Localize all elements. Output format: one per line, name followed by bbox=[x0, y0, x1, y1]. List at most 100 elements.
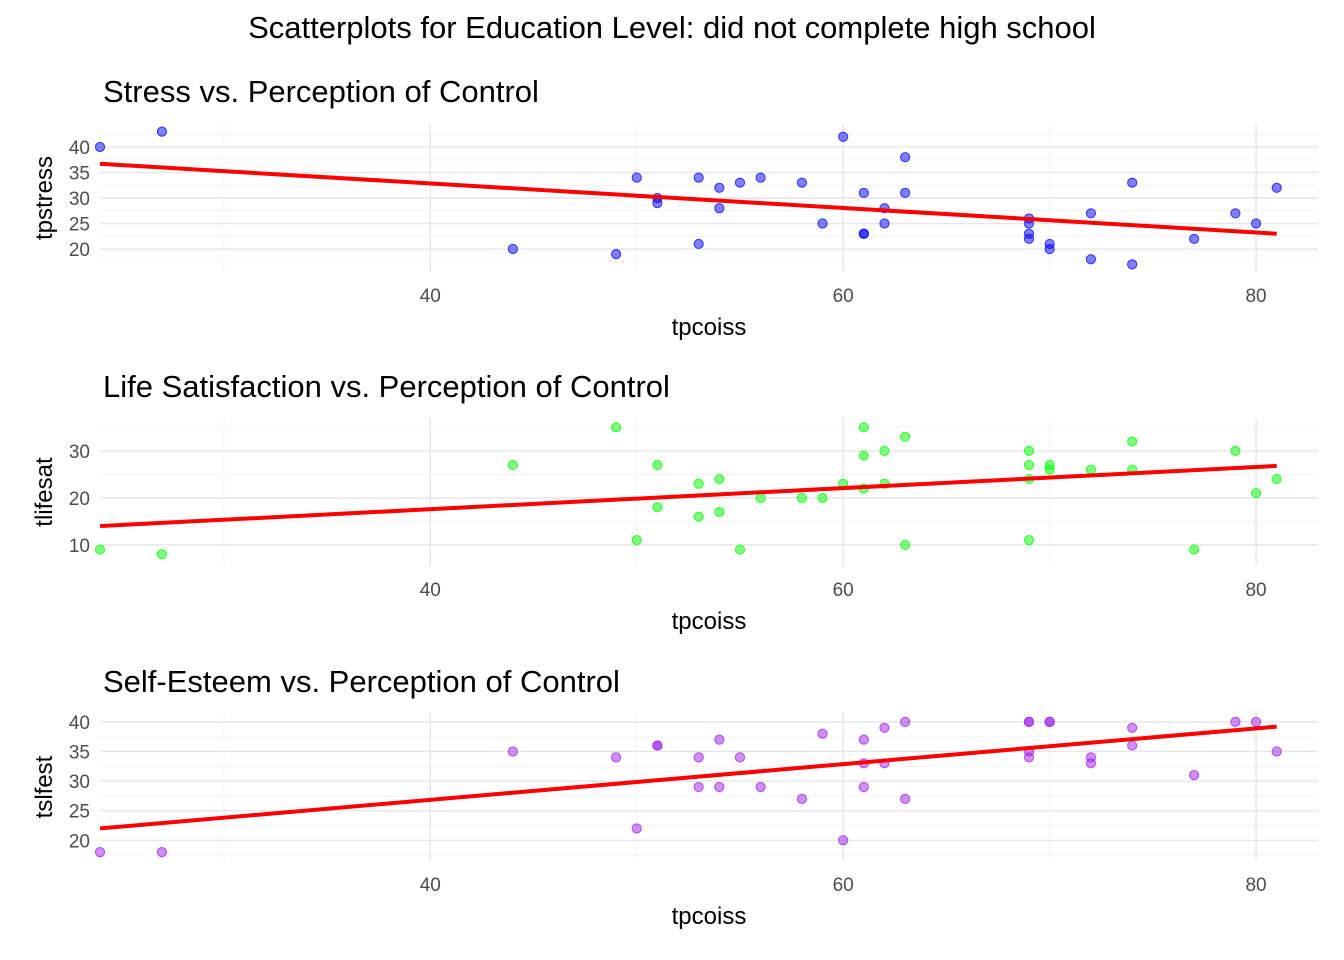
x-axis-label: tpcoiss bbox=[672, 314, 747, 341]
data-point bbox=[734, 177, 746, 188]
figure-title: Scatterplots for Education Level: did no… bbox=[248, 10, 1096, 45]
y-tick-label: 40 bbox=[69, 138, 90, 159]
data-point bbox=[1127, 740, 1138, 751]
data-point bbox=[1023, 716, 1035, 727]
data-point bbox=[631, 823, 642, 834]
x-tick-label: 80 bbox=[1245, 286, 1266, 307]
x-tick-label: 60 bbox=[833, 286, 854, 307]
data-point bbox=[1127, 259, 1138, 270]
panel-2: Life Satisfaction vs. Perception of Cont… bbox=[31, 369, 1318, 635]
data-point bbox=[734, 752, 746, 763]
data-point bbox=[817, 492, 828, 503]
data-point bbox=[1250, 716, 1262, 727]
data-point bbox=[817, 728, 828, 739]
y-axis-label: tlifesat bbox=[31, 457, 58, 527]
y-tick-label: 10 bbox=[69, 536, 90, 557]
data-point bbox=[693, 781, 704, 793]
data-point bbox=[714, 203, 725, 214]
data-point bbox=[755, 781, 766, 793]
data-point bbox=[858, 422, 869, 433]
data-point bbox=[858, 228, 869, 239]
y-tick-label: 35 bbox=[69, 742, 90, 763]
data-point bbox=[1044, 716, 1055, 727]
data-point bbox=[156, 126, 168, 137]
data-point bbox=[611, 752, 622, 763]
y-tick-label: 20 bbox=[69, 489, 90, 510]
y-axis-label: tpstress bbox=[31, 156, 58, 240]
data-point bbox=[652, 502, 663, 513]
data-point bbox=[1085, 758, 1097, 769]
panel-title: Life Satisfaction vs. Perception of Cont… bbox=[103, 369, 670, 404]
data-point bbox=[796, 492, 807, 503]
data-point bbox=[1189, 770, 1200, 781]
data-point bbox=[693, 238, 704, 250]
x-tick-label: 40 bbox=[420, 286, 441, 307]
data-point bbox=[817, 218, 828, 229]
data-point bbox=[1271, 746, 1282, 757]
data-point bbox=[838, 835, 849, 846]
data-point bbox=[693, 172, 704, 183]
data-point bbox=[1044, 243, 1055, 255]
data-point bbox=[611, 422, 622, 433]
data-point bbox=[1230, 208, 1241, 219]
y-tick-label: 30 bbox=[69, 189, 90, 210]
data-point bbox=[1250, 218, 1262, 229]
x-tick-label: 40 bbox=[420, 875, 441, 896]
data-point bbox=[1023, 233, 1035, 244]
y-tick-label: 35 bbox=[69, 163, 90, 184]
data-point bbox=[858, 187, 869, 198]
y-tick-label: 25 bbox=[69, 802, 90, 823]
y-tick-label: 20 bbox=[69, 240, 90, 261]
data-point bbox=[714, 182, 725, 193]
data-point bbox=[734, 544, 746, 555]
data-point bbox=[900, 716, 911, 727]
x-tick-label: 40 bbox=[420, 580, 441, 601]
panel-title: Stress vs. Perception of Control bbox=[103, 74, 539, 109]
data-point bbox=[900, 431, 911, 442]
x-axis-label: tpcoiss bbox=[672, 608, 747, 635]
data-point bbox=[714, 781, 725, 793]
panel-1: Stress vs. Perception of Control 40 60 80 20… bbox=[31, 74, 1318, 341]
data-point bbox=[1023, 535, 1035, 546]
data-point bbox=[796, 177, 807, 188]
data-point bbox=[1127, 177, 1138, 188]
data-point bbox=[631, 535, 642, 546]
data-point bbox=[1271, 473, 1282, 485]
trend-line bbox=[99, 724, 1277, 831]
y-tick-label: 20 bbox=[69, 831, 90, 852]
data-point bbox=[1127, 436, 1138, 447]
data-point bbox=[858, 781, 869, 793]
data-point bbox=[693, 511, 704, 522]
data-point bbox=[900, 793, 911, 804]
x-tick-label: 80 bbox=[1245, 580, 1266, 601]
data-point bbox=[94, 544, 106, 555]
data-point bbox=[755, 172, 766, 183]
data-point bbox=[1189, 544, 1200, 555]
data-point bbox=[652, 459, 663, 471]
y-tick-label: 40 bbox=[69, 713, 90, 734]
data-point bbox=[714, 506, 725, 518]
data-point bbox=[507, 243, 518, 255]
data-point bbox=[1230, 445, 1241, 456]
panel-3: Self-Esteem vs. Perception of Control 40 6… bbox=[31, 664, 1318, 930]
data-point bbox=[858, 450, 869, 461]
data-point bbox=[611, 249, 622, 260]
data-point bbox=[631, 172, 642, 183]
x-tick-label: 60 bbox=[833, 580, 854, 601]
data-point bbox=[652, 198, 663, 209]
trend-line bbox=[99, 161, 1277, 236]
y-tick-label: 30 bbox=[69, 442, 90, 463]
data-point bbox=[1230, 716, 1241, 727]
data-point bbox=[1127, 722, 1138, 733]
data-point bbox=[755, 492, 766, 503]
data-point bbox=[1085, 254, 1097, 265]
data-point bbox=[796, 793, 807, 804]
data-point bbox=[652, 740, 663, 751]
data-point bbox=[507, 746, 518, 757]
x-tick-label: 60 bbox=[833, 875, 854, 896]
data-point bbox=[1189, 233, 1200, 244]
data-point bbox=[693, 478, 704, 489]
y-tick-label: 25 bbox=[69, 215, 90, 236]
